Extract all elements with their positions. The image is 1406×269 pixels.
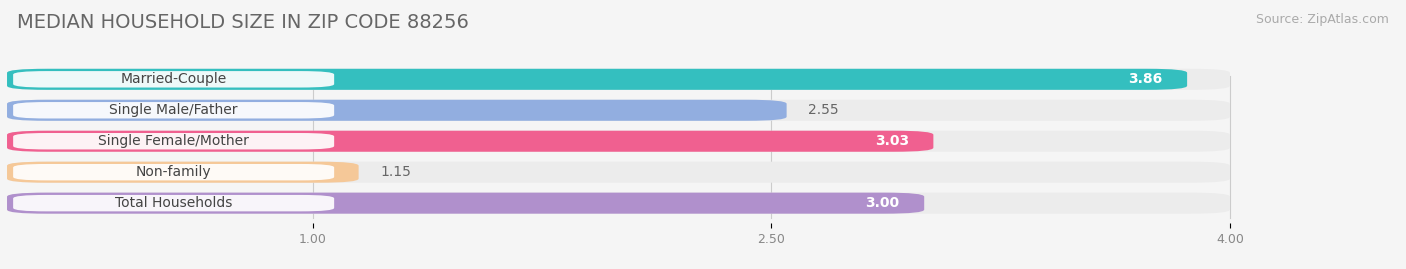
Text: MEDIAN HOUSEHOLD SIZE IN ZIP CODE 88256: MEDIAN HOUSEHOLD SIZE IN ZIP CODE 88256 [17, 13, 468, 33]
FancyBboxPatch shape [7, 131, 1230, 152]
Text: 2.55: 2.55 [808, 103, 838, 117]
Text: 3.03: 3.03 [875, 134, 908, 148]
FancyBboxPatch shape [13, 71, 335, 87]
FancyBboxPatch shape [7, 100, 1230, 121]
Text: Source: ZipAtlas.com: Source: ZipAtlas.com [1256, 13, 1389, 26]
FancyBboxPatch shape [7, 193, 924, 214]
FancyBboxPatch shape [7, 100, 786, 121]
Text: Non-family: Non-family [136, 165, 211, 179]
FancyBboxPatch shape [7, 162, 359, 183]
FancyBboxPatch shape [7, 69, 1187, 90]
Text: Single Male/Father: Single Male/Father [110, 103, 238, 117]
Text: Single Female/Mother: Single Female/Mother [98, 134, 249, 148]
Text: Total Households: Total Households [115, 196, 232, 210]
Text: 3.00: 3.00 [866, 196, 900, 210]
FancyBboxPatch shape [7, 131, 934, 152]
FancyBboxPatch shape [7, 162, 1230, 183]
Text: Married-Couple: Married-Couple [121, 72, 226, 86]
Text: 1.15: 1.15 [380, 165, 411, 179]
FancyBboxPatch shape [13, 133, 335, 150]
FancyBboxPatch shape [13, 102, 335, 118]
Text: 3.86: 3.86 [1129, 72, 1163, 86]
FancyBboxPatch shape [7, 69, 1230, 90]
FancyBboxPatch shape [13, 195, 335, 211]
FancyBboxPatch shape [7, 193, 1230, 214]
FancyBboxPatch shape [13, 164, 335, 180]
